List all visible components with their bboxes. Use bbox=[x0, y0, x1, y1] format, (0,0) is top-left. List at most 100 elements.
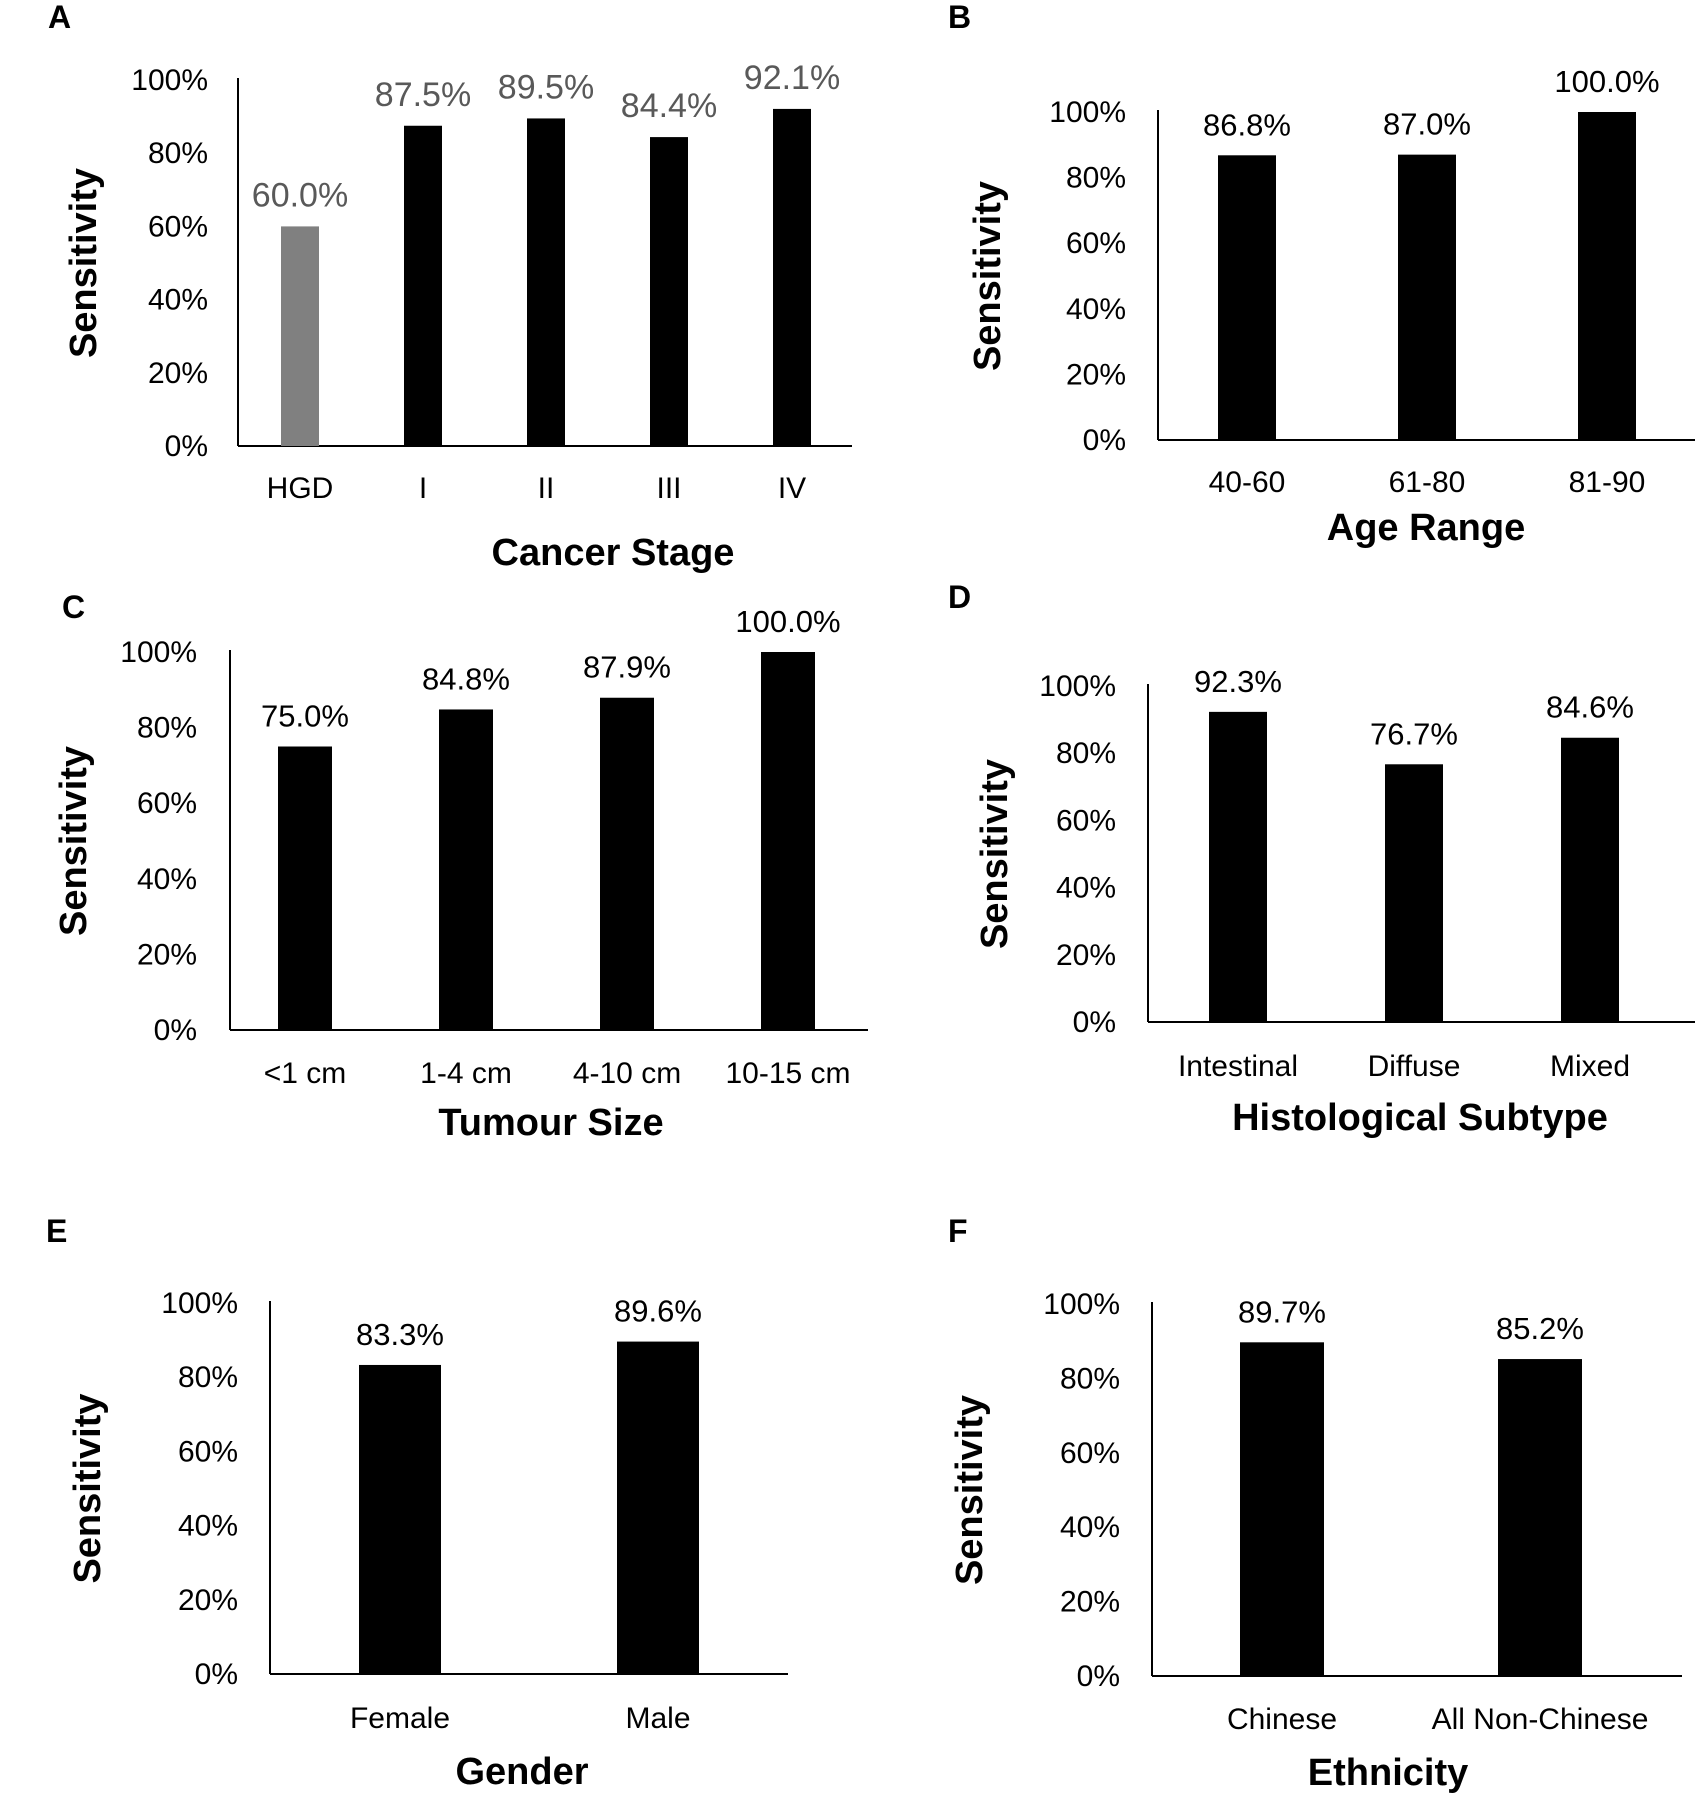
x-tick-label: Male bbox=[625, 1702, 690, 1735]
x-tick-label: Female bbox=[350, 1702, 450, 1735]
y-tick-label: 20% bbox=[1066, 358, 1126, 391]
y-tick-label: 80% bbox=[1056, 737, 1116, 770]
panel-label-e: E bbox=[46, 1213, 67, 1249]
bar bbox=[617, 1341, 699, 1674]
y-tick-label: 100% bbox=[1043, 1288, 1120, 1321]
y-tick-label: 40% bbox=[1060, 1511, 1120, 1544]
data-label: 84.4% bbox=[621, 87, 717, 125]
y-axis-title: Sensitivity bbox=[967, 181, 1009, 371]
x-tick-label: 81-90 bbox=[1569, 466, 1646, 499]
x-axis-title: Cancer Stage bbox=[492, 532, 735, 574]
x-axis-title: Age Range bbox=[1327, 507, 1525, 549]
panel-label-f: F bbox=[948, 1213, 968, 1249]
bar bbox=[761, 652, 815, 1030]
bar bbox=[1209, 711, 1267, 1022]
data-label: 89.6% bbox=[614, 1294, 702, 1329]
bar bbox=[773, 108, 811, 446]
x-tick-label: III bbox=[656, 472, 681, 505]
data-label: 84.6% bbox=[1546, 690, 1634, 725]
y-tick-label: 40% bbox=[1056, 872, 1116, 905]
y-tick-label: 0% bbox=[154, 1014, 197, 1047]
bar bbox=[1578, 112, 1636, 440]
bar bbox=[278, 746, 332, 1030]
bar bbox=[359, 1364, 441, 1674]
y-axis-title: Sensitivity bbox=[949, 1395, 991, 1585]
y-tick-label: 100% bbox=[131, 64, 208, 97]
x-tick-label: Mixed bbox=[1550, 1050, 1630, 1083]
bar bbox=[1498, 1359, 1582, 1676]
bar bbox=[527, 118, 565, 447]
x-tick-label: 1-4 cm bbox=[420, 1057, 512, 1090]
y-tick-label: 100% bbox=[1039, 670, 1116, 703]
x-tick-label: II bbox=[538, 472, 555, 505]
y-tick-label: 60% bbox=[1060, 1437, 1120, 1470]
y-tick-label: 60% bbox=[137, 787, 197, 820]
data-label: 100.0% bbox=[1554, 64, 1659, 99]
y-axis-title: Sensitivity bbox=[974, 759, 1016, 949]
y-tick-label: 100% bbox=[161, 1287, 238, 1320]
x-tick-label: Diffuse bbox=[1368, 1050, 1461, 1083]
data-label: 89.7% bbox=[1238, 1294, 1326, 1329]
x-tick-label: IV bbox=[778, 472, 806, 505]
panel-label-c: C bbox=[62, 589, 85, 625]
data-label: 92.3% bbox=[1194, 664, 1282, 699]
y-axis-title: Sensitivity bbox=[67, 1393, 109, 1583]
y-tick-label: 80% bbox=[1060, 1362, 1120, 1395]
panel-label-b: B bbox=[948, 0, 971, 35]
data-label: 92.1% bbox=[744, 59, 840, 97]
y-tick-label: 20% bbox=[178, 1584, 238, 1617]
y-tick-label: 60% bbox=[1056, 804, 1116, 837]
x-tick-label: Intestinal bbox=[1178, 1050, 1298, 1083]
x-tick-label: 61-80 bbox=[1389, 466, 1466, 499]
x-tick-label: 10-15 cm bbox=[725, 1057, 850, 1090]
y-tick-label: 0% bbox=[195, 1658, 238, 1691]
data-label: 86.8% bbox=[1203, 107, 1291, 142]
bar bbox=[281, 226, 319, 446]
data-label: 75.0% bbox=[261, 699, 349, 734]
y-tick-label: 20% bbox=[137, 938, 197, 971]
x-tick-label: Chinese bbox=[1227, 1703, 1337, 1736]
bar bbox=[404, 125, 442, 446]
data-label: 89.5% bbox=[498, 68, 594, 106]
x-axis-title: Tumour Size bbox=[438, 1102, 663, 1144]
panel-label-d: D bbox=[948, 579, 971, 615]
bar bbox=[1561, 737, 1619, 1022]
y-axis-title: Sensitivity bbox=[53, 746, 95, 936]
bar bbox=[600, 697, 654, 1030]
y-tick-label: 20% bbox=[1056, 939, 1116, 972]
x-axis-title: Histological Subtype bbox=[1232, 1097, 1608, 1139]
y-tick-label: 20% bbox=[148, 357, 208, 390]
data-label: 100.0% bbox=[735, 604, 840, 639]
y-tick-label: 40% bbox=[148, 284, 208, 317]
bar bbox=[1385, 764, 1443, 1022]
data-label: 76.7% bbox=[1370, 716, 1458, 751]
x-tick-label: All Non-Chinese bbox=[1432, 1703, 1649, 1736]
y-tick-label: 20% bbox=[1060, 1586, 1120, 1619]
x-tick-label: 4-10 cm bbox=[573, 1057, 681, 1090]
bar bbox=[1240, 1342, 1324, 1676]
y-tick-label: 60% bbox=[178, 1435, 238, 1468]
x-tick-label: I bbox=[419, 472, 427, 505]
y-tick-label: 0% bbox=[1077, 1660, 1120, 1693]
data-label: 87.9% bbox=[583, 650, 671, 685]
data-label: 85.2% bbox=[1496, 1311, 1584, 1346]
x-tick-label: 40-60 bbox=[1209, 466, 1286, 499]
y-tick-label: 60% bbox=[148, 210, 208, 243]
panel-label-a: A bbox=[48, 0, 71, 35]
data-label: 87.5% bbox=[375, 76, 471, 114]
data-label: 60.0% bbox=[252, 176, 348, 214]
y-tick-label: 60% bbox=[1066, 227, 1126, 260]
y-tick-label: 0% bbox=[1073, 1006, 1116, 1039]
data-label: 83.3% bbox=[356, 1317, 444, 1352]
y-tick-label: 0% bbox=[1083, 424, 1126, 457]
bar bbox=[650, 137, 688, 446]
y-tick-label: 80% bbox=[148, 137, 208, 170]
bar bbox=[1218, 155, 1276, 440]
y-tick-label: 80% bbox=[137, 712, 197, 745]
y-tick-label: 100% bbox=[120, 636, 197, 669]
x-axis-title: Gender bbox=[455, 1751, 588, 1793]
y-axis-title: Sensitivity bbox=[63, 168, 105, 358]
data-label: 84.8% bbox=[422, 661, 510, 696]
y-tick-label: 100% bbox=[1049, 96, 1126, 129]
